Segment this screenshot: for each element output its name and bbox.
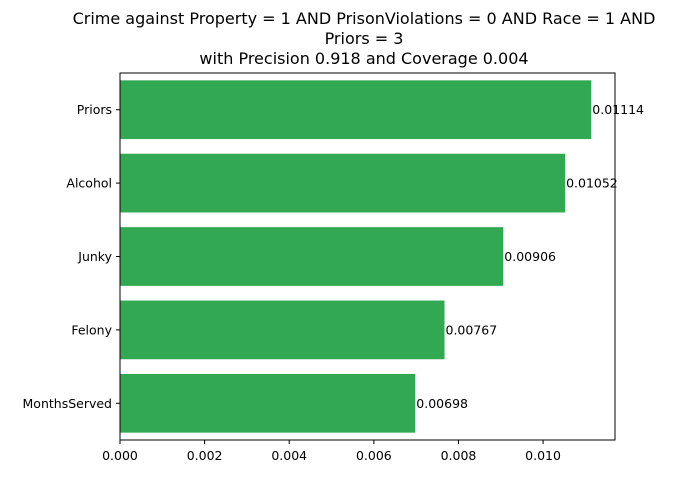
y-tick-label-priors: Priors <box>77 102 112 117</box>
bar-felony <box>120 300 445 360</box>
data-label-junky: 0.00906 <box>504 249 556 264</box>
y-ticks: Priors Alcohol Junky Felony MonthsServed <box>23 102 120 411</box>
data-label-priors: 0.01114 <box>592 102 644 117</box>
data-label-monthsserved: 0.00698 <box>416 396 468 411</box>
bar-alcohol <box>120 153 566 213</box>
bars: 0.01114 0.01052 0.00906 0.00767 0.00698 <box>120 80 644 433</box>
y-tick-label-junky: Junky <box>77 249 112 264</box>
chart-title-line-2: Priors = 3 <box>325 29 404 48</box>
bar-junky <box>120 227 504 286</box>
x-tick-label: 0.006 <box>356 448 392 463</box>
y-tick-label-felony: Felony <box>71 322 112 337</box>
y-tick-label-alcohol: Alcohol <box>66 176 112 191</box>
bar-priors <box>120 80 592 140</box>
x-tick-label: 0.002 <box>187 448 223 463</box>
chart-title: Crime against Property = 1 AND PrisonVio… <box>73 9 656 68</box>
chart-title-line-3: with Precision 0.918 and Coverage 0.004 <box>199 49 528 68</box>
x-ticks: 0.000 0.002 0.004 0.006 0.008 0.010 <box>102 440 561 463</box>
y-tick-label-monthsserved: MonthsServed <box>23 396 112 411</box>
x-tick-label: 0.000 <box>102 448 138 463</box>
bar-monthsserved <box>120 373 416 433</box>
x-tick-label: 0.008 <box>441 448 477 463</box>
x-tick-label: 0.004 <box>271 448 307 463</box>
plot-frame <box>119 72 616 441</box>
data-label-alcohol: 0.01052 <box>566 176 618 191</box>
data-label-felony: 0.00767 <box>446 322 498 337</box>
chart-title-line-1: Crime against Property = 1 AND PrisonVio… <box>73 9 656 28</box>
x-tick-label: 0.010 <box>525 448 561 463</box>
